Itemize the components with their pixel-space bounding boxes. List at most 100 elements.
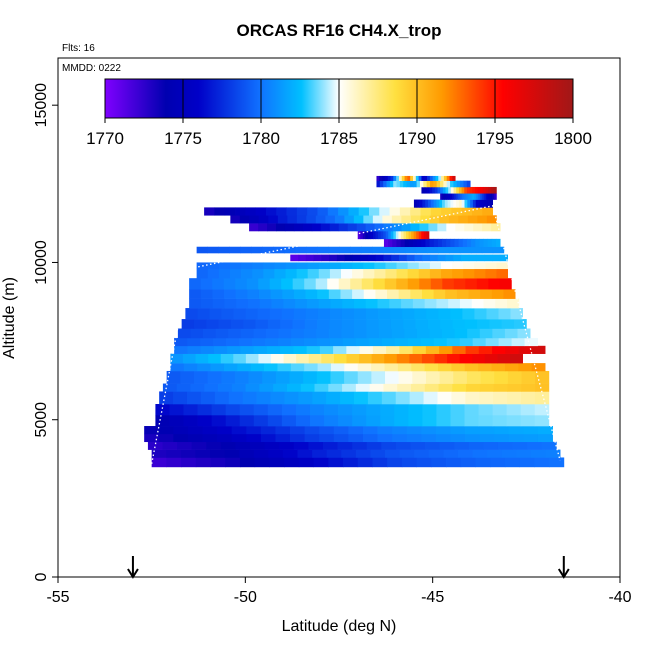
heatmap-cell-25-0 — [357, 231, 361, 240]
heatmap-cell-9-25 — [507, 370, 522, 384]
heatmap-cell-30-7 — [454, 193, 457, 200]
heatmap-cell-9-2 — [193, 370, 208, 384]
heatmap-cell-2-13 — [337, 441, 353, 450]
heatmap-cell-7-8 — [270, 391, 285, 405]
heatmap-cell-27-17 — [391, 215, 402, 224]
heatmap-cell-8-24 — [493, 383, 508, 392]
heatmap-cell-3-3 — [187, 433, 203, 443]
heatmap-cell-19-22 — [442, 278, 455, 290]
heatmap-cell-2-7 — [250, 441, 266, 450]
heatmap-cell-19-16 — [373, 278, 386, 290]
heatmap-cell-4-7 — [246, 426, 262, 435]
heatmap-cell-7-14 — [353, 391, 369, 405]
heatmap-cell-28-27 — [482, 207, 494, 216]
heatmap-cell-15-25 — [489, 319, 503, 329]
heatmap-cell-8-1 — [176, 383, 191, 392]
heatmap-cell-26-14 — [374, 223, 384, 232]
heatmap-cell-15-23 — [464, 319, 478, 329]
heatmap-cell-19-25 — [476, 278, 489, 290]
heatmap-cell-13-21 — [446, 337, 461, 347]
heatmap-cell-8-12 — [328, 383, 343, 392]
heatmap-cell-4-20 — [435, 426, 451, 435]
heatmap-cell-10-9 — [290, 363, 305, 372]
heatmap-cell-0-13 — [343, 457, 359, 468]
heatmap-cell-27-25 — [467, 215, 478, 224]
heatmap-cell-27-5 — [277, 215, 288, 224]
heatmap-cell-22-2 — [305, 254, 314, 262]
heatmap-cell-17-18 — [401, 298, 414, 309]
heatmap-cell-16-13 — [341, 308, 355, 320]
heatmap-cell-0-16 — [387, 457, 403, 468]
heatmap-cell-26-25 — [473, 223, 483, 232]
y-tick-label-1: 5000 — [33, 402, 50, 438]
flights-label: Flts: 16 — [62, 43, 95, 54]
heatmap-cell-31-15 — [461, 186, 465, 194]
heatmap-cell-6-15 — [366, 404, 381, 416]
heatmap-cell-14-10 — [303, 328, 317, 339]
heatmap-cell-6-24 — [492, 404, 508, 416]
heatmap-cell-28-18 — [389, 207, 401, 216]
heatmap-cell-23-3 — [229, 246, 241, 254]
heatmap-cell-16-20 — [426, 308, 439, 320]
heatmap-cell-21-9 — [296, 262, 309, 270]
heatmap-cell-14-22 — [454, 328, 468, 339]
heatmap-cell-10-22 — [464, 363, 479, 372]
heatmap-cell-13-14 — [355, 337, 370, 347]
heatmap-cell-14-13 — [341, 328, 355, 339]
heatmap-cells — [144, 175, 565, 468]
heatmap-cell-32-2 — [383, 180, 387, 188]
heatmap-cell-1-25 — [516, 449, 532, 458]
heatmap-cell-32-20 — [443, 180, 448, 188]
heatmap-cell-3-6 — [231, 433, 247, 443]
heatmap-cell-16-6 — [257, 308, 271, 320]
heatmap-cell-27-3 — [258, 215, 269, 224]
heatmap-cell-16-24 — [474, 308, 487, 320]
heatmap-cell-11-10 — [296, 353, 310, 364]
heatmap-cell-14-26 — [504, 328, 518, 339]
heatmap-cell-14-14 — [353, 328, 367, 339]
heatmap-cell-12-19 — [425, 345, 440, 354]
heatmap-cell-30-20 — [480, 193, 483, 200]
heatmap-cell-19-1 — [200, 278, 213, 290]
heatmap-cell-22-27 — [499, 254, 508, 262]
heatmap-cell-18-26 — [491, 289, 504, 299]
heatmap-cell-20-15 — [363, 268, 375, 279]
heatmap-cell-6-3 — [197, 404, 213, 416]
heatmap-cell-11-4 — [220, 353, 234, 364]
heatmap-cell-0-10 — [298, 457, 314, 468]
heatmap-cell-11-3 — [208, 353, 222, 364]
heatmap-cell-28-24 — [451, 207, 463, 216]
y-axis-label: Altitude (m) — [1, 277, 18, 359]
heatmap-cell-33-27 — [452, 175, 456, 181]
heatmap-cell-17-6 — [259, 298, 272, 309]
heatmap-cell-5-15 — [366, 415, 381, 427]
heatmap-cell-18-0 — [189, 289, 202, 299]
heatmap-cell-28-15 — [358, 207, 370, 216]
heatmap-cell-14-8 — [278, 328, 292, 339]
heatmap-cell-32-18 — [436, 180, 441, 188]
heatmap-cell-25-6 — [372, 231, 376, 240]
heatmap-cell-23-19 — [405, 246, 417, 254]
heatmap-cell-7-10 — [298, 391, 313, 405]
heatmap-cell-20-27 — [496, 268, 508, 279]
heatmap-cell-23-2 — [218, 246, 230, 254]
heatmap-cell-11-27 — [510, 353, 523, 364]
heatmap-cell-2-9 — [279, 441, 295, 450]
heatmap-cell-22-4 — [321, 254, 330, 262]
heatmap-cell-21-20 — [418, 262, 431, 270]
heatmap-cell-22-21 — [453, 254, 462, 262]
heatmap-cell-15-14 — [353, 319, 367, 329]
heatmap-cell-21-12 — [329, 262, 342, 270]
heatmap-cell-15-8 — [280, 319, 293, 329]
heatmap-cell-21-10 — [307, 262, 320, 270]
heatmap-cell-15-26 — [501, 319, 515, 329]
heatmap-cell-28-0 — [204, 207, 215, 216]
colorbar-ticks: 1770 1775 1780 1785 1790 1795 1800 — [86, 79, 592, 148]
heatmap-cell-14-12 — [328, 328, 342, 339]
heatmap-cell-28-23 — [441, 207, 452, 216]
heatmap-cell-21-7 — [274, 262, 286, 270]
heatmap-cell-33-21 — [435, 175, 439, 181]
heatmap-cell-6-12 — [324, 404, 339, 416]
heatmap-cell-1-8 — [268, 449, 284, 458]
heatmap-cell-17-3 — [224, 298, 237, 309]
